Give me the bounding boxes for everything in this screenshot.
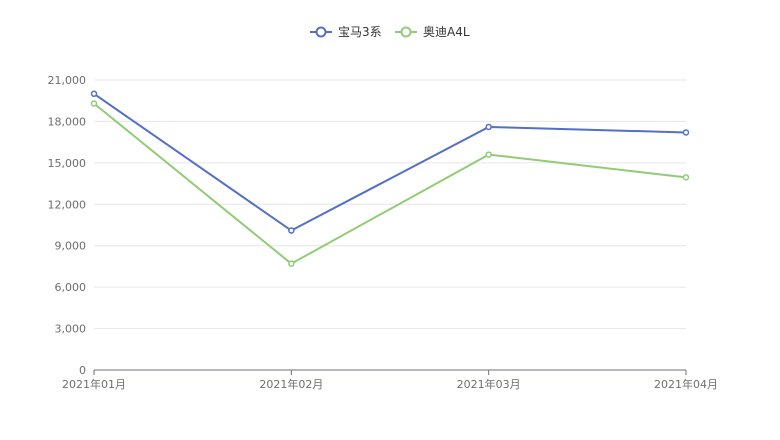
legend-marker — [315, 26, 327, 38]
y-tick-label: 21,000 — [48, 74, 87, 87]
y-axis: 0 3,000 6,000 9,000 12,000 15,000 18,000 21,000 — [48, 74, 87, 377]
y-tick-label: 0 — [79, 364, 86, 377]
data-point[interactable] — [288, 227, 295, 234]
data-point[interactable] — [485, 151, 492, 158]
y-tick-label: 6,000 — [55, 281, 87, 294]
series-layer — [90, 90, 690, 267]
legend-label: 宝马3系 — [338, 25, 382, 39]
data-point[interactable] — [485, 123, 492, 131]
data-point[interactable] — [90, 90, 98, 98]
y-tick-label: 18,000 — [48, 115, 87, 128]
data-point[interactable] — [90, 100, 98, 107]
data-point[interactable] — [682, 129, 690, 136]
series-line-2 — [93, 102, 687, 265]
y-tick-label: 12,000 — [48, 198, 87, 211]
x-tick-label: 2021年04月 — [654, 377, 718, 391]
legend-marker — [400, 26, 412, 38]
x-tick-label: 2021年03月 — [457, 377, 521, 391]
legend-label: 奥迪A4L — [423, 25, 470, 39]
x-axis: 2021年01月 2021年02月 2021年03月 2021年04月 — [62, 369, 718, 391]
y-tick-label: 15,000 — [48, 157, 87, 170]
legend-item-2[interactable]: 奥迪A4L — [395, 25, 470, 39]
series-line-1 — [93, 92, 687, 232]
x-tick-label: 2021年02月 — [259, 377, 323, 391]
grid-lines — [94, 79, 686, 330]
legend-item-1[interactable]: 宝马3系 — [310, 25, 382, 39]
data-point[interactable] — [682, 174, 690, 181]
legend[interactable]: 宝马3系 奥迪A4L — [310, 25, 470, 39]
data-point[interactable] — [288, 260, 295, 267]
y-tick-label: 3,000 — [55, 323, 87, 336]
x-tick-label: 2021年01月 — [62, 377, 126, 391]
y-tick-label: 9,000 — [55, 240, 87, 253]
